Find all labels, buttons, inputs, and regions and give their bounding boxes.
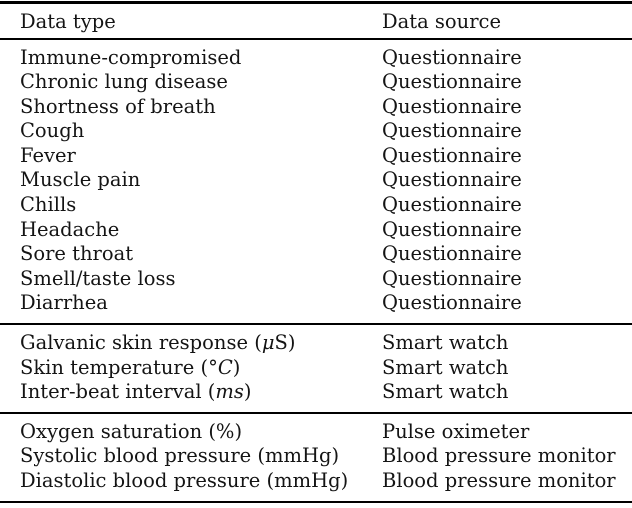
data-type-cell: Skin temperature (°C)	[0, 356, 382, 381]
data-type-cell: Sore throat	[0, 242, 382, 267]
data-type-unit-italic: ms	[215, 380, 244, 404]
data-type-label: Shortness of breath	[20, 94, 216, 118]
table-row: Immune-compromised Questionnaire	[0, 46, 632, 71]
data-type-cell: Smell/taste loss	[0, 267, 382, 292]
data-type-cell: Oxygen saturation (%)	[0, 420, 382, 445]
data-type-cell: Cough	[0, 119, 382, 144]
table-row: Cough Questionnaire	[0, 119, 632, 144]
data-source-cell: Smart watch	[382, 355, 509, 379]
table-row: Shortness of breath Questionnaire	[0, 95, 632, 120]
data-source-cell: Questionnaire	[382, 70, 522, 94]
data-source-cell: Questionnaire	[382, 45, 522, 69]
data-type-label: Diarrhea	[20, 291, 108, 315]
data-type-cell: Fever	[0, 144, 382, 169]
data-type-label: Immune-compromised	[20, 45, 242, 69]
header-rule	[0, 37, 632, 40]
data-source-cell: Questionnaire	[382, 193, 522, 217]
table-row: Inter-beat interval (ms) Smart watch	[0, 380, 632, 405]
data-source-cell: Questionnaire	[382, 94, 522, 118]
data-type-label: Smell/taste loss	[20, 266, 176, 290]
data-source-cell: Questionnaire	[382, 266, 522, 290]
data-source-cell: Questionnaire	[382, 242, 522, 266]
table-row: Oxygen saturation (%) Pulse oximeter	[0, 420, 632, 445]
data-source-cell: Smart watch	[382, 331, 509, 355]
questionnaire-section: Immune-compromised Questionnaire Chronic…	[0, 40, 632, 324]
data-type-label: Cough	[20, 119, 85, 143]
data-type-label: Muscle pain	[20, 168, 141, 192]
data-source-cell: Questionnaire	[382, 168, 522, 192]
table-row: Muscle pain Questionnaire	[0, 168, 632, 193]
data-type-cell: Chronic lung disease	[0, 70, 382, 95]
data-source-cell: Blood pressure monitor	[382, 469, 616, 492]
data-source-cell: Questionnaire	[382, 143, 522, 167]
data-type-label: Diastolic blood pressure (mmHg)	[20, 469, 349, 492]
data-type-label: Inter-beat interval (	[20, 380, 216, 404]
section-rule-2	[0, 411, 632, 414]
data-type-label: Chills	[20, 193, 77, 217]
column-header-data-type: Data type	[20, 9, 116, 33]
data-type-label: Chronic lung disease	[20, 70, 228, 94]
data-type-label-end: )	[232, 355, 241, 379]
bottom-rule	[0, 500, 632, 504]
table-row: Skin temperature (°C) Smart watch	[0, 356, 632, 381]
data-source-cell: Pulse oximeter	[382, 419, 530, 443]
data-type-cell: Inter-beat interval (ms)	[0, 380, 382, 405]
data-type-label: Oxygen saturation (%)	[20, 419, 243, 443]
data-type-cell: Chills	[0, 193, 382, 218]
table-row: Fever Questionnaire	[0, 144, 632, 169]
table-row: Diarrhea Questionnaire	[0, 291, 632, 316]
table-row: Diastolic blood pressure (mmHg) Blood pr…	[0, 469, 632, 494]
data-type-label: Skin temperature (°	[20, 355, 218, 379]
table-row: Sore throat Questionnaire	[0, 242, 632, 267]
data-type-label: Galvanic skin response (	[20, 331, 262, 355]
table-row: Systolic blood pressure (mmHg) Blood pre…	[0, 444, 632, 469]
top-rule	[0, 1, 632, 4]
data-type-cell: Headache	[0, 218, 382, 243]
data-source-cell: Blood pressure monitor	[382, 444, 616, 468]
data-type-unit-italic: μ	[261, 331, 275, 355]
data-type-cell: Immune-compromised	[0, 46, 382, 71]
data-type-label-end: S)	[274, 331, 296, 355]
data-type-cell: Galvanic skin response (μS)	[0, 331, 382, 356]
data-type-cell: Shortness of breath	[0, 95, 382, 120]
monitors-section: Oxygen saturation (%) Pulse oximeter Sys…	[0, 414, 632, 501]
data-type-cell: Diarrhea	[0, 291, 382, 316]
data-type-cell: Muscle pain	[0, 168, 382, 193]
table-row: Chills Questionnaire	[0, 193, 632, 218]
data-type-unit-italic: C	[217, 355, 233, 379]
data-type-label: Systolic blood pressure (mmHg)	[20, 444, 340, 468]
table-row: Headache Questionnaire	[0, 218, 632, 243]
table-row: Smell/taste loss Questionnaire	[0, 267, 632, 292]
data-type-label: Headache	[20, 217, 120, 241]
data-source-cell: Questionnaire	[382, 119, 522, 143]
data-type-cell: Systolic blood pressure (mmHg)	[0, 444, 382, 469]
column-header-data-source: Data source	[382, 9, 502, 33]
table-row: Galvanic skin response (μS) Smart watch	[0, 331, 632, 356]
data-source-cell: Smart watch	[382, 380, 509, 404]
data-source-cell: Questionnaire	[382, 291, 522, 315]
table-header-row: Data type Data source	[0, 4, 632, 38]
data-type-label: Sore throat	[20, 242, 134, 266]
data-source-cell: Questionnaire	[382, 217, 522, 241]
data-type-label: Fever	[20, 143, 76, 167]
data-type-label-end: )	[243, 380, 252, 404]
section-rule-1	[0, 323, 632, 326]
smart-watch-section: Galvanic skin response (μS) Smart watch …	[0, 325, 632, 412]
data-type-cell: Diastolic blood pressure (mmHg)	[0, 469, 382, 494]
table-row: Chronic lung disease Questionnaire	[0, 70, 632, 95]
